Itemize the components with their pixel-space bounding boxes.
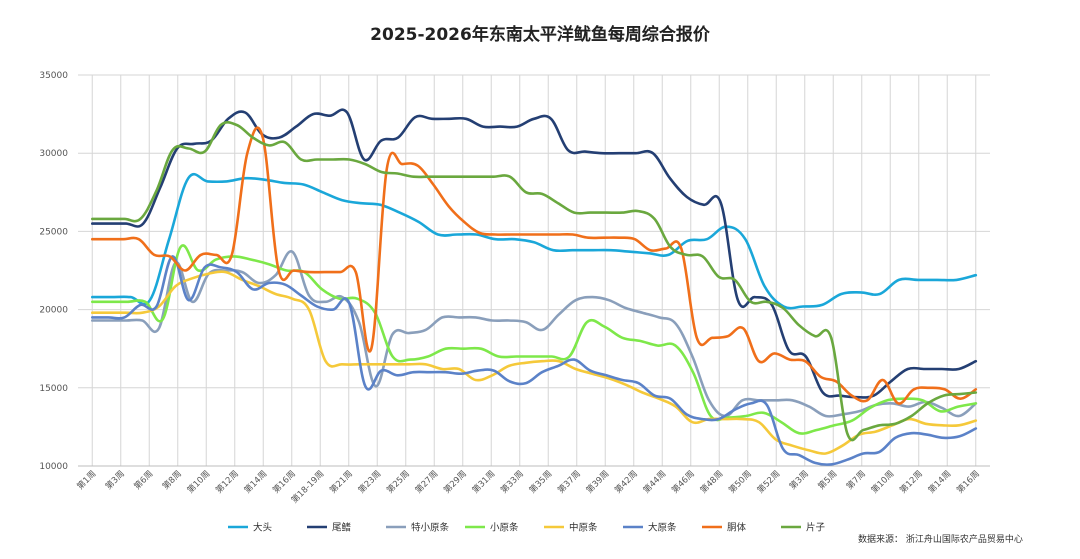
y-axis-ticks: 10000 15000 20000 25000 30000 35000 [39, 71, 68, 472]
x-tick-label: 第21周 [327, 468, 354, 495]
y-tick-label: 25000 [39, 227, 68, 237]
legend-label: 大原条 [648, 522, 677, 534]
x-tick-label: 第33周 [498, 468, 525, 495]
x-tick-label: 第3周 [103, 468, 127, 492]
legend-label: 中原条 [569, 522, 598, 534]
series-line-特小原条 [91, 250, 978, 418]
series-line-小原条 [91, 244, 978, 435]
x-tick-label: 第52周 [755, 468, 782, 495]
legend-label: 尾鳍 [332, 522, 352, 534]
x-tick-label: 第5周 [816, 468, 840, 492]
series-line-中原条 [91, 270, 978, 455]
legend-label: 特小原条 [411, 522, 450, 534]
legend-label: 大头 [253, 522, 272, 534]
x-tick-label: 第27周 [413, 468, 440, 495]
legend: 大头 尾鳍 特小原条 小原条 中原条 大原条 胴体 片子 [228, 522, 826, 534]
x-axis-ticks: 第1周 第3周 第6周 第8周 第10周 第12周 第14周 第16周第18-19周 第21周第… [75, 468, 982, 505]
x-tick-label: 第12周 [213, 468, 240, 495]
series-lines [91, 108, 978, 466]
x-tick-label: 第25周 [384, 468, 411, 495]
data-source-note: 数据来源： 浙江舟山国际农产品贸易中心 [858, 533, 1023, 545]
legend-label: 片子 [806, 522, 826, 534]
x-tick-label: 第7周 [844, 468, 868, 492]
x-tick-label: 第44周 [641, 468, 668, 495]
x-tick-label: 第10周 [185, 468, 212, 495]
x-tick-label: 第14周 [242, 468, 269, 495]
series-line-大原条 [91, 255, 978, 466]
x-tick-label: 第10周 [869, 468, 896, 495]
x-tick-label: 第16周 [270, 468, 297, 495]
chart-title: 2025-2026年东南太平洋鱿鱼每周综合报价 [370, 24, 711, 45]
x-tick-label: 第50周 [726, 468, 753, 495]
x-tick-label: 第29周 [441, 468, 468, 495]
x-tick-label: 第23周 [356, 468, 383, 495]
x-tick-label: 第46周 [669, 468, 696, 495]
legend-label: 小原条 [490, 522, 519, 534]
x-tick-label: 第6周 [132, 468, 156, 492]
series-line-片子 [91, 121, 978, 442]
x-tick-label: 第3周 [787, 468, 811, 492]
x-tick-label: 第39周 [584, 468, 611, 495]
y-tick-label: 30000 [39, 149, 68, 159]
x-tick-label: 第14周 [926, 468, 953, 495]
x-tick-label: 第1周 [75, 468, 99, 492]
x-tick-label: 第35周 [527, 468, 554, 495]
series-line-大头 [91, 172, 978, 310]
y-tick-label: 35000 [39, 71, 68, 81]
x-tick-label: 第37周 [555, 468, 582, 495]
y-tick-label: 10000 [39, 462, 68, 472]
series-line-尾鳍 [91, 108, 978, 399]
x-tick-label: 第8周 [160, 468, 184, 492]
series-line-胴体 [91, 126, 978, 405]
legend-label: 胴体 [727, 522, 747, 534]
x-tick-label: 第48周 [698, 468, 725, 495]
x-tick-label: 第12周 [897, 468, 924, 495]
x-tick-label: 第16周 [954, 468, 981, 495]
y-tick-label: 20000 [39, 306, 68, 316]
x-tick-label: 第42周 [612, 468, 639, 495]
y-tick-label: 15000 [39, 384, 68, 394]
x-tick-label: 第31周 [470, 468, 497, 495]
